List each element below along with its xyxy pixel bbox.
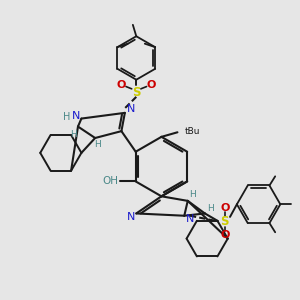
Text: S: S — [132, 86, 140, 99]
Text: O: O — [221, 230, 230, 240]
Text: tBu: tBu — [184, 127, 200, 136]
Text: H: H — [94, 140, 101, 149]
Text: O: O — [221, 203, 230, 213]
Text: O: O — [146, 80, 156, 90]
Text: O: O — [117, 80, 126, 90]
Text: S: S — [220, 215, 229, 228]
Text: N: N — [126, 212, 135, 222]
Text: H: H — [70, 130, 77, 139]
Text: N: N — [126, 104, 135, 114]
Text: H: H — [63, 112, 70, 122]
Text: H: H — [189, 190, 196, 199]
Text: H: H — [207, 204, 214, 213]
Text: N: N — [186, 214, 194, 224]
Text: N: N — [71, 111, 80, 121]
Text: OH: OH — [103, 176, 118, 186]
